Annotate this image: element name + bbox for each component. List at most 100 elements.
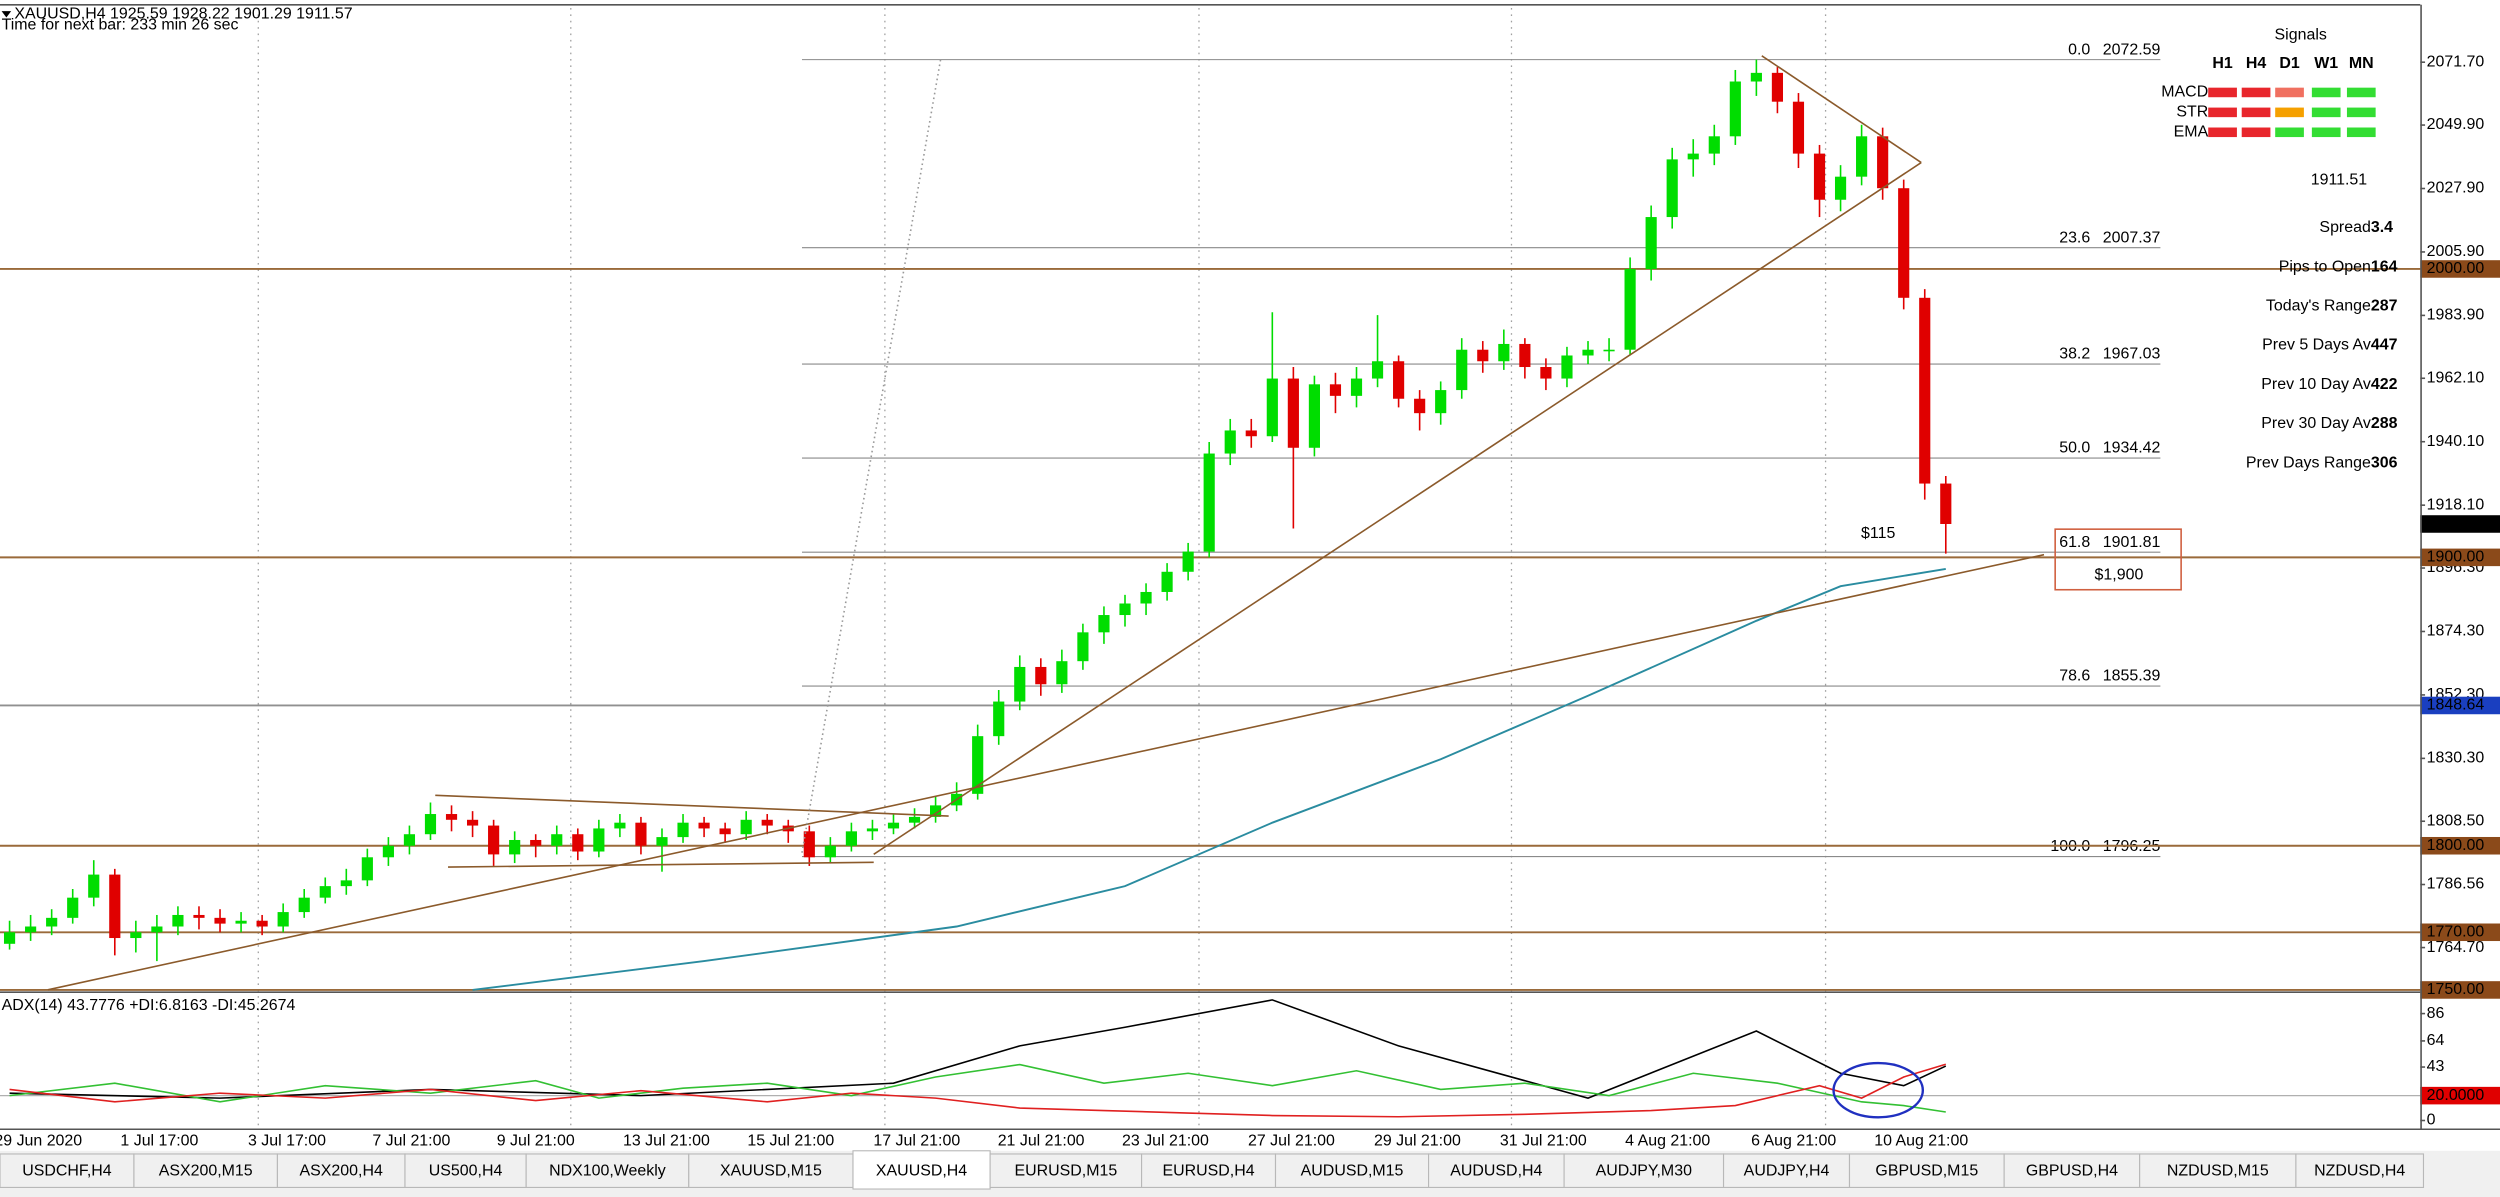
tab[interactable] — [1428, 1153, 1565, 1188]
y-tick-label: 0 — [2427, 1112, 2436, 1129]
candle-body — [403, 834, 416, 846]
candle-body — [866, 828, 879, 832]
tab-label[interactable]: XAUUSD,H4 — [876, 1163, 967, 1180]
candle-body — [1203, 453, 1215, 552]
tab[interactable] — [2295, 1153, 2425, 1188]
candle-body — [1414, 398, 1426, 414]
tab[interactable] — [1848, 1153, 2005, 1188]
highlight-ellipse — [1832, 1061, 1925, 1119]
tab[interactable] — [276, 1153, 406, 1188]
candle-body — [1182, 551, 1194, 572]
tab[interactable] — [404, 1153, 527, 1188]
tab-label[interactable]: AUDUSD,H4 — [1450, 1163, 1542, 1180]
candle-body — [488, 825, 500, 855]
candle-body — [1834, 176, 1847, 200]
stat-label: Prev 30 Day Av — [2261, 415, 2371, 432]
candle-body — [1856, 136, 1868, 177]
candle-body — [761, 819, 773, 826]
fib-price: 1855.39 — [2103, 668, 2161, 685]
candle-body — [1393, 361, 1405, 399]
candle-body — [1287, 378, 1299, 448]
tab-label[interactable]: GBPUSD,M15 — [1875, 1163, 1978, 1180]
candle-body — [635, 822, 647, 846]
fib-price: 2072.59 — [2103, 41, 2161, 58]
signal-cell — [2208, 127, 2237, 138]
candle-body — [382, 845, 394, 858]
level-box — [2420, 260, 2500, 278]
tab[interactable] — [2003, 1153, 2141, 1188]
bar-timer: Time for next bar: 233 min 26 sec — [2, 17, 239, 34]
candle-body — [1750, 72, 1762, 82]
current-price: 1911.51 — [2311, 171, 2368, 188]
tab[interactable] — [2139, 1153, 2297, 1188]
signals-column: H1 — [2212, 55, 2233, 72]
candle-body — [803, 831, 815, 858]
stat-value: 164 — [2371, 258, 2398, 275]
candle-body — [67, 897, 79, 918]
tab[interactable] — [1141, 1153, 1277, 1188]
candle-body — [677, 822, 689, 838]
last-price-label: 1911.57 — [2427, 515, 2484, 532]
candle-body — [1456, 349, 1468, 391]
candle-body — [656, 837, 668, 846]
y-tick-label: 2005.90 — [2427, 243, 2485, 260]
annotation: $115 — [1861, 525, 1895, 542]
tab-label[interactable]: NZDUSD,M15 — [2167, 1163, 2269, 1180]
signal-cell — [2208, 87, 2237, 98]
y-tick-label: 1940.10 — [2427, 433, 2485, 450]
tab-label[interactable]: AUDJPY,M30 — [1596, 1163, 1692, 1180]
fib-level: 0.0 — [2068, 41, 2090, 58]
signal-cell — [2275, 127, 2304, 138]
level-label: 2000.00 — [2427, 260, 2485, 277]
tab[interactable] — [133, 1153, 278, 1188]
x-tick-label: 31 Jul 21:00 — [1500, 1132, 1587, 1149]
x-tick-label: 29 Jun 2020 — [0, 1132, 82, 1149]
candle-body — [1161, 571, 1173, 592]
tab-label[interactable]: XAUUSD,M15 — [720, 1163, 822, 1180]
candle-body — [277, 912, 289, 927]
level-box — [2420, 548, 2500, 567]
tab-label[interactable]: NDX100,Weekly — [549, 1163, 666, 1180]
candle-body — [530, 839, 542, 846]
signal-cell — [2241, 87, 2271, 98]
candle-body — [1666, 159, 1678, 218]
signals-row-label: MACD — [2161, 84, 2208, 101]
candle-body — [1056, 661, 1068, 685]
candle-body — [361, 857, 373, 881]
candle-body — [824, 845, 836, 858]
tab-label[interactable]: AUDUSD,M15 — [1301, 1163, 1404, 1180]
fib-price: 1901.81 — [2103, 534, 2161, 551]
symbol-line: XAUUSD,H4 1925.59 1928.22 1901.29 1911.5… — [14, 6, 352, 23]
signal-cell — [2346, 107, 2376, 118]
tab-label[interactable]: EURUSD,M15 — [1014, 1163, 1117, 1180]
signals-title: Signals — [2275, 26, 2327, 43]
tab-label[interactable]: NZDUSD,H4 — [2314, 1163, 2405, 1180]
tab[interactable] — [1274, 1153, 1430, 1188]
chart-layers: 0.0 2072.59 23.6 2007.37 38.2 1967.03 50.0 1934… — [0, 26, 2500, 1149]
stat-value: 287 — [2371, 298, 2398, 315]
tab-label[interactable]: EURUSD,H4 — [1162, 1163, 1254, 1180]
fib-price: 1967.03 — [2103, 346, 2161, 363]
tab-label[interactable]: ASX200,H4 — [300, 1163, 383, 1180]
tab[interactable] — [0, 1153, 135, 1188]
candle-body — [466, 819, 479, 826]
tab-label[interactable]: USDCHF,H4 — [22, 1163, 112, 1180]
level-label: 1800.00 — [2427, 837, 2485, 854]
y-tick-label: 1918.10 — [2427, 496, 2485, 513]
tab-label[interactable]: US500,H4 — [429, 1163, 503, 1180]
y-tick-label: 2071.70 — [2427, 53, 2485, 70]
tab-label[interactable]: ASX200,M15 — [159, 1163, 253, 1180]
tab[interactable] — [1722, 1153, 1851, 1188]
y-tick-label: 64 — [2427, 1032, 2445, 1049]
stat-label: Today's Range — [2266, 298, 2371, 315]
annotation: $1,900 — [2095, 567, 2144, 584]
tab-label[interactable]: GBPUSD,H4 — [2026, 1163, 2118, 1180]
signal-cell — [2346, 127, 2376, 138]
candle-body — [1329, 384, 1342, 396]
tabs: USDCHF,H4 ASX200,M15 ASX200,H4 US500,H4 NDX1… — [0, 1150, 2425, 1190]
tab[interactable] — [688, 1153, 854, 1188]
tab-label[interactable]: AUDJPY,H4 — [1744, 1163, 1830, 1180]
fib-level: 23.6 — [2059, 229, 2090, 246]
tab[interactable] — [525, 1153, 690, 1188]
candle-body — [908, 816, 921, 823]
